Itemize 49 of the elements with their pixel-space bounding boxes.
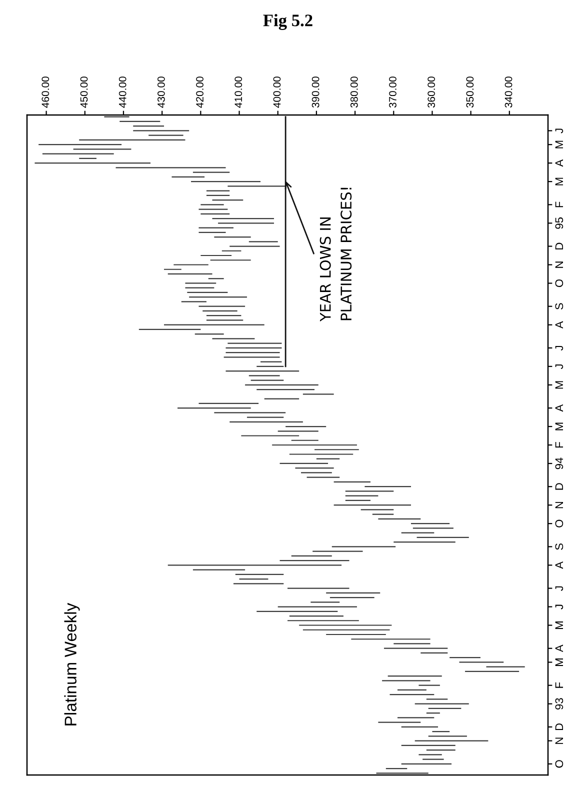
y-tick-label: O xyxy=(555,279,564,288)
y-tick-label: M xyxy=(555,381,563,389)
y-tick-label: F xyxy=(555,202,563,208)
y-tick-label: A xyxy=(555,644,563,652)
y-tick-label: A xyxy=(555,159,563,167)
chart-title: Fig 5.2 xyxy=(263,14,312,30)
y-tick-label: S xyxy=(555,543,564,550)
y-tick-label: M xyxy=(555,658,563,666)
x-tick-label: 450.00 xyxy=(80,76,88,108)
y-tick-label: J xyxy=(555,586,564,591)
y-tick-label: M xyxy=(555,140,563,148)
y-tick-label: S xyxy=(555,303,564,310)
y-tick-label: M xyxy=(555,178,563,186)
y-tick-label: D xyxy=(555,723,563,730)
y-tick-label: J xyxy=(555,604,564,610)
y-tick-label: A xyxy=(555,561,563,569)
y-tick-label: F xyxy=(555,682,563,688)
x-tick-label: 370.00 xyxy=(389,76,396,108)
x-tick-label: 380.00 xyxy=(350,76,358,108)
y-tick-label: D xyxy=(555,483,563,490)
x-tick-label: 410.00 xyxy=(234,76,242,108)
x-tick-label: 360.00 xyxy=(428,76,436,108)
x-tick-label: 400.00 xyxy=(273,76,281,108)
y-tick-label: F xyxy=(555,442,563,448)
y-tick-label: O xyxy=(555,760,564,768)
y-tick-label: A xyxy=(555,404,563,412)
y-tick-label: 93 xyxy=(555,698,564,710)
y-tick-label: N xyxy=(555,738,563,744)
y-tick-label: J xyxy=(555,364,564,370)
y-tick-label: J xyxy=(555,346,564,351)
x-tick-label: 390.00 xyxy=(312,76,320,108)
y-tick-label: N xyxy=(555,502,563,508)
x-tick-label: 440.00 xyxy=(118,76,126,108)
y-tick-label: M xyxy=(555,622,563,629)
y-tick-label: N xyxy=(555,262,563,268)
y-tick-label: M xyxy=(555,422,563,430)
x-tick-label: 420.00 xyxy=(196,76,204,108)
y-tick-label: J xyxy=(555,128,564,134)
x-tick-label: 340.00 xyxy=(504,76,512,108)
x-tick-label: 430.00 xyxy=(157,76,165,108)
y-tick-label: A xyxy=(555,321,563,329)
y-tick-label: D xyxy=(555,242,563,250)
x-tick-label: 350.00 xyxy=(466,76,474,108)
text: Platinum Weekly xyxy=(64,602,80,726)
x-tick-label: 460.00 xyxy=(42,76,50,108)
annotation: YEAR LOWS IN PLATINUM PRICES! xyxy=(320,188,352,322)
y-tick-label: 95 xyxy=(555,217,564,229)
y-tick-label: 94 xyxy=(555,458,564,470)
y-tick-label: O xyxy=(555,520,564,528)
